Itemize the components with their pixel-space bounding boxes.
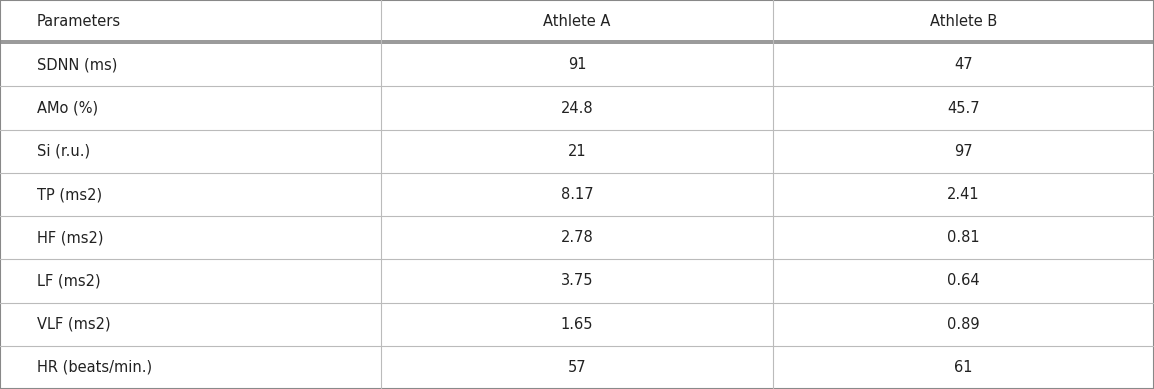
Text: Athlete B: Athlete B bbox=[930, 14, 997, 29]
Text: AMo (%): AMo (%) bbox=[37, 100, 98, 116]
Bar bbox=[381, 216, 773, 259]
Text: 2.78: 2.78 bbox=[561, 230, 593, 245]
Text: HR (beats/min.): HR (beats/min.) bbox=[37, 360, 152, 375]
Bar bbox=[0, 173, 358, 216]
Text: 61: 61 bbox=[954, 360, 973, 375]
Bar bbox=[381, 259, 773, 303]
Bar bbox=[381, 43, 773, 86]
Text: 8.17: 8.17 bbox=[561, 187, 593, 202]
Text: Parameters: Parameters bbox=[37, 14, 121, 29]
Bar bbox=[381, 346, 762, 389]
Text: 3.75: 3.75 bbox=[561, 273, 593, 289]
Text: 0.81: 0.81 bbox=[947, 230, 980, 245]
Bar bbox=[381, 43, 762, 86]
Bar bbox=[381, 0, 773, 43]
Bar bbox=[381, 0, 762, 43]
Bar bbox=[0, 0, 358, 43]
Bar bbox=[381, 346, 773, 389]
Bar bbox=[0, 216, 358, 259]
Text: 21: 21 bbox=[568, 144, 586, 159]
Text: TP (ms2): TP (ms2) bbox=[37, 187, 102, 202]
Bar bbox=[381, 216, 762, 259]
Bar bbox=[0, 346, 358, 389]
Text: 57: 57 bbox=[568, 360, 586, 375]
Bar bbox=[381, 173, 773, 216]
Bar bbox=[381, 130, 762, 173]
Text: 2.41: 2.41 bbox=[947, 187, 980, 202]
Bar bbox=[381, 86, 762, 130]
Bar bbox=[381, 259, 762, 303]
Bar bbox=[0, 303, 358, 346]
Text: 47: 47 bbox=[954, 57, 973, 72]
Bar bbox=[0, 130, 358, 173]
Bar bbox=[381, 303, 762, 346]
Text: 24.8: 24.8 bbox=[561, 100, 593, 116]
Bar bbox=[0, 43, 358, 86]
Text: 1.65: 1.65 bbox=[561, 317, 593, 332]
Text: Si (r.u.): Si (r.u.) bbox=[37, 144, 90, 159]
Text: VLF (ms2): VLF (ms2) bbox=[37, 317, 111, 332]
Bar bbox=[0, 86, 358, 130]
Text: 0.89: 0.89 bbox=[947, 317, 980, 332]
Text: LF (ms2): LF (ms2) bbox=[37, 273, 100, 289]
Text: 45.7: 45.7 bbox=[947, 100, 980, 116]
Text: SDNN (ms): SDNN (ms) bbox=[37, 57, 118, 72]
Text: HF (ms2): HF (ms2) bbox=[37, 230, 104, 245]
Text: 0.64: 0.64 bbox=[947, 273, 980, 289]
Bar bbox=[0, 259, 358, 303]
Text: Athlete A: Athlete A bbox=[544, 14, 610, 29]
Bar bbox=[381, 173, 762, 216]
Bar bbox=[381, 86, 773, 130]
Text: 91: 91 bbox=[568, 57, 586, 72]
Bar bbox=[381, 303, 773, 346]
Bar bbox=[381, 130, 773, 173]
Text: 97: 97 bbox=[954, 144, 973, 159]
